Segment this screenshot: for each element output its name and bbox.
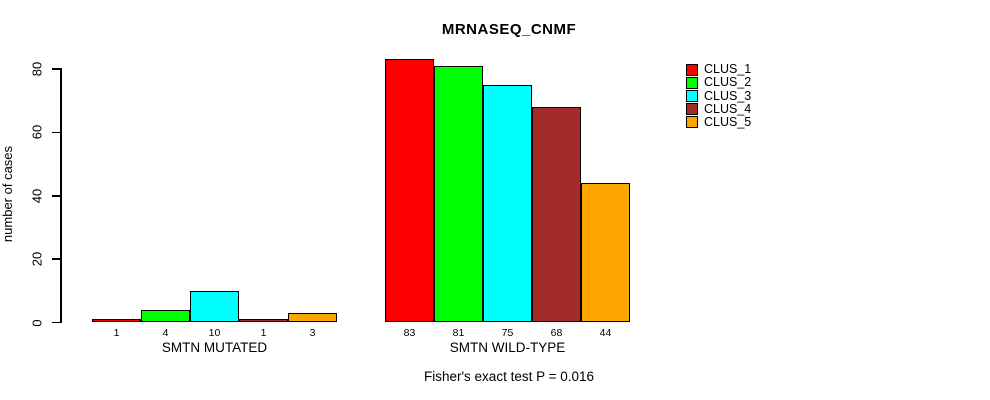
legend-label: CLUS_2 <box>704 75 752 90</box>
y-axis-line <box>60 68 62 324</box>
bar-clus_5 <box>288 312 337 323</box>
y-tick-mark <box>51 258 61 260</box>
group-label: SMTN WILD-TYPE <box>449 340 566 355</box>
legend: CLUS_1 CLUS_2 CLUS_3 CLUS_4 CLUS_5 <box>686 63 751 129</box>
y-axis-label: number of cases <box>0 145 15 243</box>
y-tick-label: 60 <box>29 125 45 140</box>
bar-clus_1 <box>92 319 141 323</box>
y-tick-label: 0 <box>29 318 45 327</box>
bar-value-label: 1 <box>113 327 120 339</box>
bar-value-label: 75 <box>501 327 514 339</box>
chart-title: MRNASEQ_CNMF <box>441 21 577 38</box>
y-tick-label: 80 <box>29 61 45 77</box>
bar-value-label: 10 <box>208 327 221 339</box>
legend-item: CLUS_3 <box>686 89 751 102</box>
y-tick-mark <box>51 321 61 324</box>
legend-swatch <box>686 89 698 102</box>
legend-item: CLUS_1 <box>686 63 751 76</box>
bar-value-label: 44 <box>599 327 612 339</box>
y-tick-label: 40 <box>29 188 45 203</box>
legend-swatch <box>686 116 698 129</box>
y-tick-mark <box>51 131 61 134</box>
y-tick-mark <box>51 195 61 197</box>
bar-value-label: 3 <box>309 327 316 339</box>
bar-value-label: 81 <box>452 327 465 339</box>
bar-value-label: 83 <box>403 327 416 339</box>
legend-label: CLUS_5 <box>704 115 752 129</box>
legend-swatch <box>686 63 698 76</box>
fisher-test-caption: Fisher's exact test P = 0.016 <box>423 369 595 384</box>
bar-clus_2 <box>141 309 190 323</box>
legend-item: CLUS_4 <box>686 103 751 116</box>
bar-clus_5 <box>581 183 630 323</box>
bar-clus_3 <box>483 84 532 323</box>
legend-label: CLUS_4 <box>704 101 752 116</box>
legend-swatch <box>686 76 698 89</box>
legend-item: CLUS_5 <box>686 116 751 129</box>
bar-clus_4 <box>239 319 288 323</box>
y-tick-mark <box>51 68 61 70</box>
legend-swatch <box>686 103 698 116</box>
bar-clus_1 <box>385 59 434 323</box>
bar-value-label: 68 <box>550 327 563 339</box>
group-label: SMTN MUTATED <box>161 340 268 355</box>
y-tick-label: 20 <box>29 251 45 267</box>
legend-item: CLUS_2 <box>686 76 751 89</box>
legend-label: CLUS_3 <box>704 88 752 103</box>
bar-value-label: 4 <box>162 327 169 339</box>
bar-clus_2 <box>434 65 483 323</box>
bar-clus_4 <box>532 107 581 323</box>
bar-clus_3 <box>190 290 239 323</box>
legend-label: CLUS_1 <box>704 62 752 77</box>
bar-value-label: 1 <box>260 327 267 339</box>
